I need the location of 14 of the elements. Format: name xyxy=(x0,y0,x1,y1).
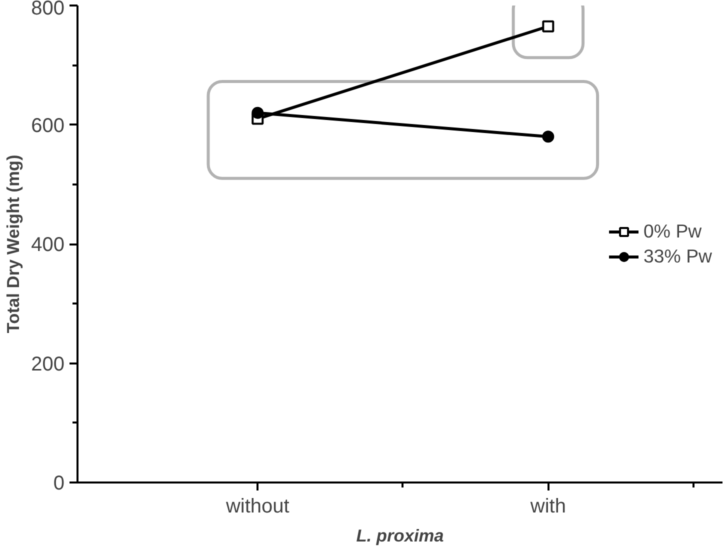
y-axis-title: Total Dry Weight (mg) xyxy=(3,154,24,334)
y-tick-label: 800 xyxy=(31,0,65,20)
y-tick-label: 600 xyxy=(31,114,65,137)
x-tick-label: without xyxy=(224,496,290,518)
x-axis-title: L. proxima xyxy=(356,526,444,546)
y-tick-label: 200 xyxy=(31,353,65,376)
x-tick-label: with xyxy=(529,496,566,518)
y-tick-label: 0 xyxy=(53,472,64,494)
point xyxy=(252,106,264,119)
legend-label: 0% Pw xyxy=(644,220,702,242)
point xyxy=(542,20,554,32)
point xyxy=(542,130,554,143)
y-tick-label: 400 xyxy=(31,234,65,256)
legend-label: 33% Pw xyxy=(644,245,712,267)
